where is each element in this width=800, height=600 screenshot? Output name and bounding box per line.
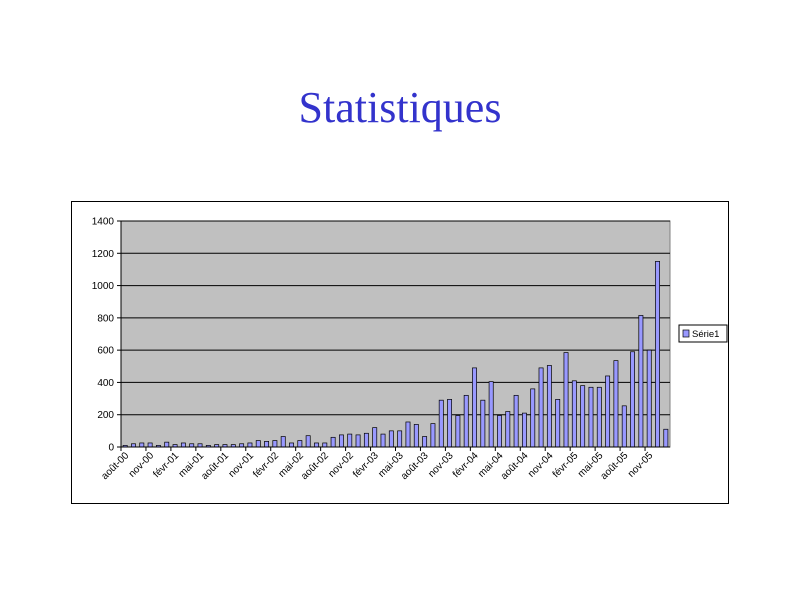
bar [480,399,486,448]
bar [305,435,311,448]
x-tick-label: févr-05 [551,450,581,480]
bar [580,385,586,448]
bar [397,430,403,448]
bar [264,441,269,448]
x-tick-label: août-04 [499,450,531,482]
y-tick-label: 200 [97,410,114,421]
bar [588,386,594,448]
x-axis: août-00nov-00févr-01mai-01août-01nov-01f… [100,446,670,482]
bar [322,442,328,448]
x-tick-label: août-03 [399,450,431,482]
bar [255,440,261,448]
x-tick-label: févr-04 [451,450,481,480]
bar [280,436,286,448]
y-tick-label: 400 [97,378,114,389]
bar [546,365,552,448]
bar [571,380,577,448]
bar [513,394,519,448]
bar [147,442,153,448]
bar [438,399,444,448]
x-tick-label: août-01 [199,450,231,482]
y-tick-label: 1200 [92,249,115,260]
bar [330,436,336,448]
legend-label: Série1 [692,329,719,340]
y-tick-label: 600 [97,346,114,357]
bar [613,360,619,448]
x-tick-label: nov-04 [526,450,556,480]
x-tick-label: nov-00 [127,450,157,480]
bar [605,375,611,448]
x-tick-label: nov-01 [227,450,257,480]
bar [663,428,669,448]
bar [455,415,461,448]
y-tick-label: 1000 [92,281,115,292]
bar [180,442,186,448]
plot-area [120,220,671,448]
x-tick-label: août-00 [100,450,132,482]
bar [314,442,319,448]
legend-box [678,324,728,343]
bar [372,427,378,448]
bar [497,415,502,448]
x-tick-label: août-02 [299,450,331,482]
bar [405,421,411,448]
bar [638,315,644,448]
x-tick-label: févr-02 [251,450,281,480]
bar [472,367,477,448]
bar [363,432,369,448]
x-tick-label: août-05 [599,450,631,482]
bar [447,399,452,448]
bar [646,349,652,448]
bar [505,411,511,448]
chart-frame: 0 200 400 600 800 1000 1200 1400 août-00 nov-00 f… [71,201,729,504]
slide-title: Statistiques [298,83,502,132]
bar [388,430,394,448]
y-tick-label: 1400 [92,217,115,228]
bar [621,405,627,448]
legend-swatch [682,329,690,338]
bar [139,442,145,448]
bar [563,352,569,448]
bar [630,351,635,448]
bar [596,386,602,448]
bar [339,434,344,448]
bar [247,442,253,448]
gridlines [121,220,670,448]
x-tick-label: nov-03 [426,450,456,480]
bar [463,394,469,448]
x-tick-label: févr-03 [351,450,381,480]
x-tick-label: févr-01 [151,450,181,480]
x-tick-label: nov-02 [326,450,356,480]
legend: Série1 [678,324,728,343]
bar [347,433,353,448]
bar [164,441,170,448]
x-tick-label: nov-05 [626,450,656,480]
bar [555,399,561,448]
bar [655,261,660,448]
y-tick-label: 800 [97,313,114,324]
bar [380,433,386,448]
bar [530,388,536,448]
bar [297,440,303,448]
bar [272,440,278,448]
bar [538,367,544,448]
bar [522,412,527,448]
bar [422,436,428,448]
bar [289,442,294,448]
bar [413,424,419,448]
y-axis: 0 200 400 600 800 1000 1200 1400 [92,217,122,454]
y-tick-label: 0 [108,443,114,454]
bar [430,423,436,448]
bar [488,381,494,448]
bar [355,434,361,448]
